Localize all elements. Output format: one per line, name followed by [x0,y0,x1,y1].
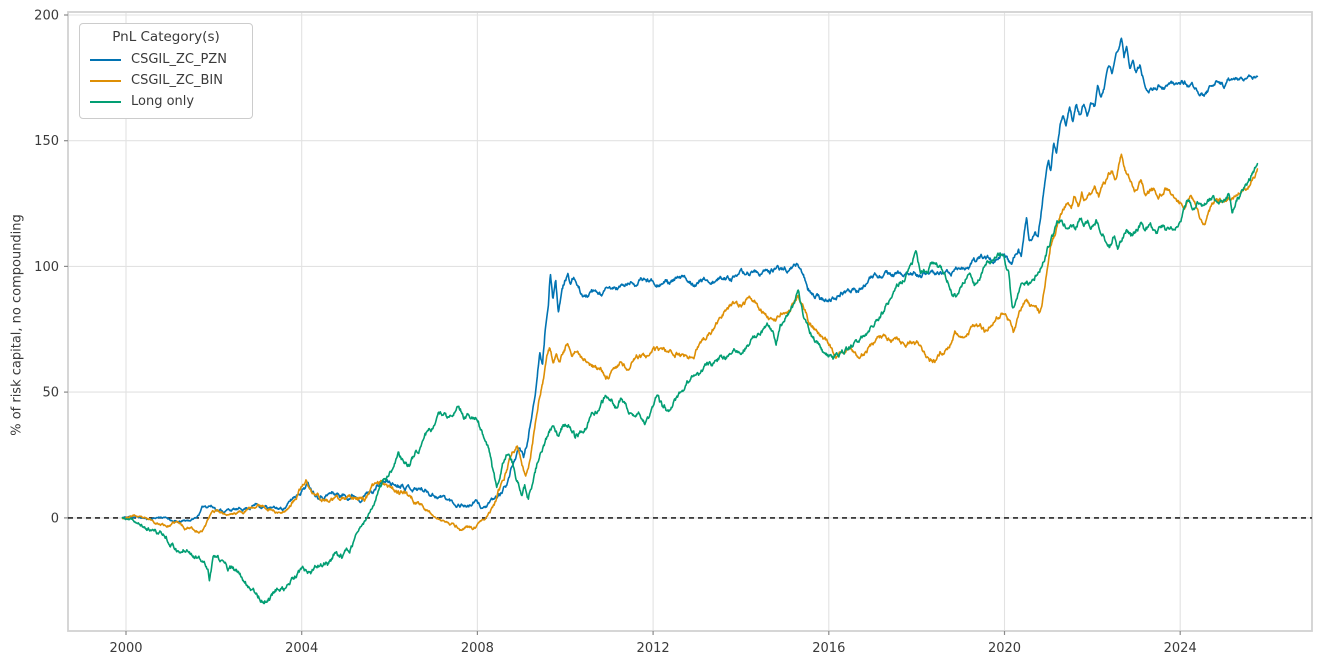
legend-entry-csgil-zc-bin: CSGIL_ZC_BIN [90,70,242,91]
x-tick-label-2020: 2020 [988,641,1021,656]
legend-line-swatch-long-only [90,100,121,103]
legend-label-long-only: Long only [131,94,195,109]
y-tick-label-100: 100 [34,260,59,275]
x-tick-label-2004: 2004 [285,641,318,656]
series-line-csgil-zc-pzn [121,37,1259,524]
x-tick-label-2008: 2008 [461,641,494,656]
y-tick-label-150: 150 [34,134,59,149]
x-tick-label-2000: 2000 [109,641,142,656]
legend-line-swatch-csgil-zc-pzn [90,58,121,61]
series-line-long-only [121,162,1259,605]
series-line-csgil-zc-bin [121,153,1259,534]
legend-entry-long-only: Long only [90,91,242,112]
x-tick-label-2024: 2024 [1164,641,1197,656]
y-tick-label-50: 50 [42,386,59,401]
x-tick-label-2012: 2012 [637,641,670,656]
legend-label-csgil-zc-bin: CSGIL_ZC_BIN [131,73,223,88]
legend-label-csgil-zc-pzn: CSGIL_ZC_PZN [131,52,227,67]
plot-border [67,11,1313,632]
legend-entry-csgil-zc-pzn: CSGIL_ZC_PZN [90,49,242,70]
y-tick-label-200: 200 [34,9,59,24]
x-tick-label-2016: 2016 [812,641,845,656]
legend-line-swatch-csgil-zc-bin [90,79,121,82]
y-tick-label-0: 0 [51,511,59,526]
legend-title: PnL Category(s) [112,29,220,45]
legend: PnL Category(s) CSGIL_ZC_PZN CSGIL_ZC_BI… [79,23,253,119]
y-axis-label: % of risk capital, no compounding [9,214,25,436]
